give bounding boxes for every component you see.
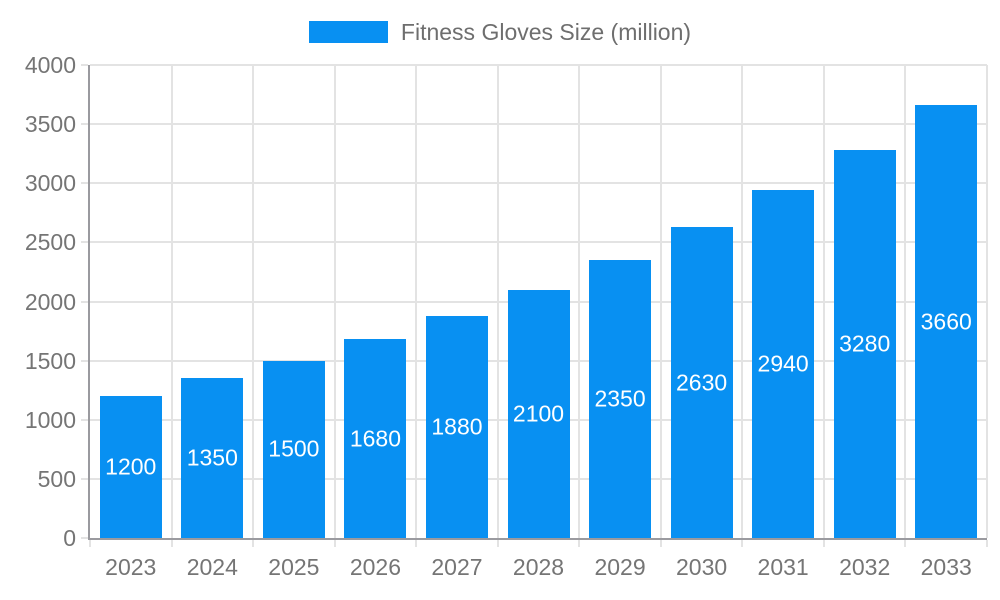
bar[interactable] xyxy=(589,260,652,538)
legend[interactable]: Fitness Gloves Size (million) xyxy=(0,14,1000,50)
x-tick-label: 2029 xyxy=(594,554,646,580)
y-tick-label: 0 xyxy=(63,525,76,551)
x-axis-tick xyxy=(741,540,744,547)
x-tick-label: 2023 xyxy=(105,554,157,580)
x-axis-tick xyxy=(986,540,988,547)
y-axis-tick xyxy=(81,123,88,126)
bar[interactable] xyxy=(262,360,325,538)
y-tick-label: 2500 xyxy=(24,229,76,256)
x-gridline xyxy=(741,65,744,538)
y-axis-tick xyxy=(81,537,88,539)
x-gridline xyxy=(170,65,173,538)
y-gridline xyxy=(90,182,987,185)
x-axis-tick xyxy=(252,540,255,547)
x-axis-tick xyxy=(578,540,581,547)
bar-value-label: 2630 xyxy=(675,369,728,396)
x-axis-tick xyxy=(89,540,91,547)
y-gridline xyxy=(90,241,987,244)
x-tick-label: 2026 xyxy=(349,554,401,580)
x-gridline xyxy=(578,65,581,538)
y-axis-tick xyxy=(81,359,88,362)
y-tick-label: 2000 xyxy=(24,288,76,315)
y-tick-label: 1500 xyxy=(24,347,76,374)
bar[interactable] xyxy=(752,190,815,538)
x-gridline xyxy=(904,65,907,538)
bar[interactable] xyxy=(99,396,162,538)
bar-value-label: 1880 xyxy=(431,413,483,440)
x-axis-tick xyxy=(333,540,336,547)
x-axis-tick xyxy=(496,540,499,547)
x-gridline xyxy=(986,65,988,538)
bar[interactable] xyxy=(344,339,407,538)
bar-value-label: 2940 xyxy=(757,350,809,377)
x-gridline xyxy=(822,65,825,538)
x-tick-label: 2025 xyxy=(268,554,320,580)
x-tick-label: 2030 xyxy=(675,554,728,580)
bar-value-label: 3280 xyxy=(839,330,891,357)
bar-value-label: 1500 xyxy=(268,435,320,462)
x-axis-tick xyxy=(659,540,662,547)
x-tick-label: 2033 xyxy=(920,554,972,580)
x-axis-tick xyxy=(904,540,907,547)
y-tick-label: 1000 xyxy=(24,406,76,433)
x-gridline xyxy=(415,65,418,538)
y-tick-label: 3000 xyxy=(24,170,76,197)
bar[interactable] xyxy=(915,105,978,538)
bar[interactable] xyxy=(833,150,896,538)
y-tick-label: 3500 xyxy=(24,111,76,138)
bar[interactable] xyxy=(670,227,733,538)
legend-swatch xyxy=(308,21,388,43)
y-tick-label: 4000 xyxy=(24,52,76,78)
x-gridline xyxy=(252,65,255,538)
x-gridline xyxy=(333,65,336,538)
y-gridline xyxy=(90,64,987,66)
y-tick-label: 500 xyxy=(37,465,76,492)
y-axis-tick xyxy=(81,418,88,421)
x-tick-label: 2024 xyxy=(186,554,238,580)
bar[interactable] xyxy=(507,289,570,538)
bar[interactable] xyxy=(425,315,488,538)
y-axis-tick xyxy=(81,477,88,480)
y-axis-tick xyxy=(81,241,88,244)
x-tick-label: 2027 xyxy=(431,554,483,580)
bar-value-label: 3660 xyxy=(920,308,972,335)
x-axis-tick xyxy=(822,540,825,547)
bar-value-label: 1350 xyxy=(186,444,238,471)
x-gridline xyxy=(659,65,662,538)
x-tick-label: 2028 xyxy=(512,554,565,580)
x-axis-tick xyxy=(415,540,418,547)
y-axis-tick xyxy=(81,300,88,303)
bar-value-label: 2100 xyxy=(512,400,565,427)
x-axis-tick xyxy=(170,540,173,547)
y-gridline xyxy=(90,123,987,126)
y-axis-tick xyxy=(81,182,88,185)
bar[interactable] xyxy=(181,378,244,538)
bar-value-label: 1200 xyxy=(105,453,157,480)
bar-value-label: 1680 xyxy=(349,425,401,452)
legend-label: Fitness Gloves Size (million) xyxy=(400,18,692,45)
x-tick-label: 2031 xyxy=(757,554,809,580)
x-gridline xyxy=(496,65,499,538)
plot-area: 0 500 1000 1500 2000 2500 3000 3500 4000 2023 2024… xyxy=(25,52,988,580)
x-tick-label: 2032 xyxy=(839,554,891,580)
bar-value-label: 2350 xyxy=(594,385,646,412)
y-axis-tick xyxy=(81,64,88,66)
